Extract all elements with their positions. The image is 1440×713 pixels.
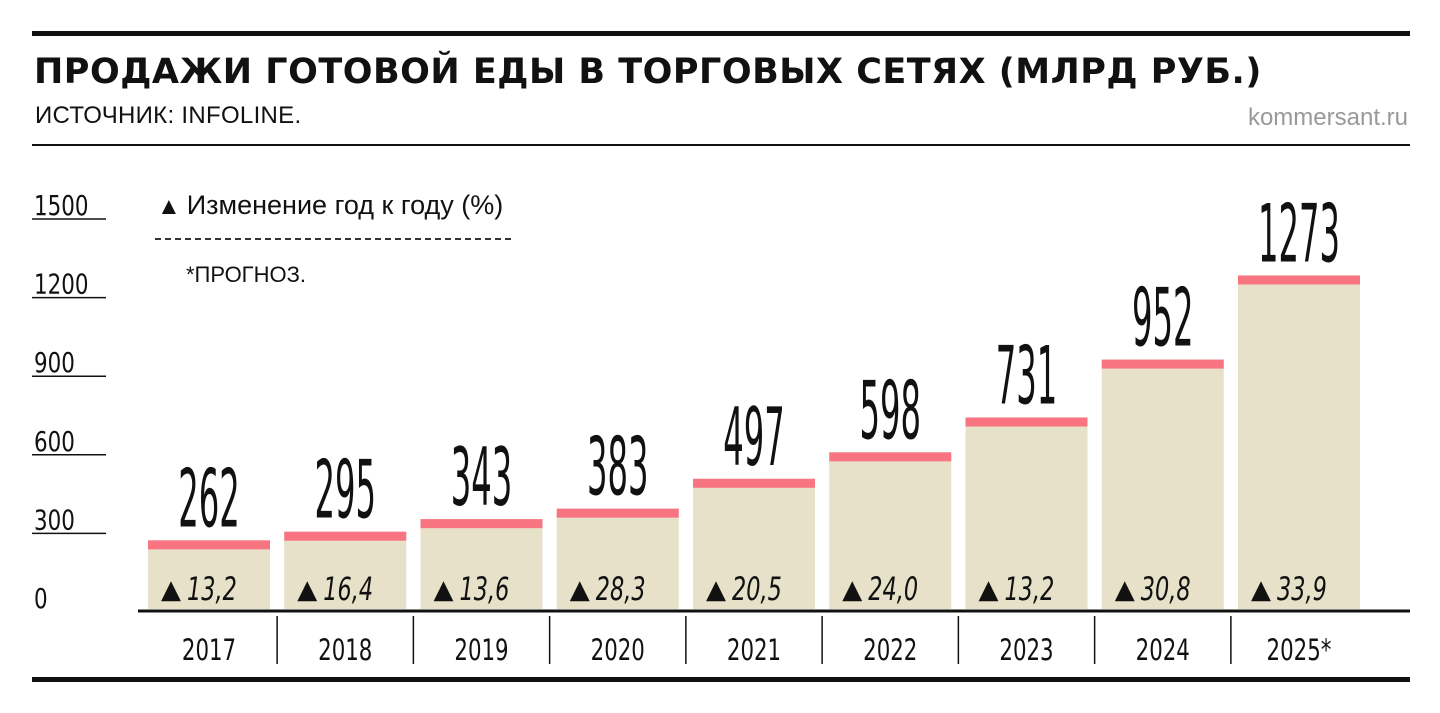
bar-value-label: 731 bbox=[996, 330, 1058, 423]
y-tick-label: 0 bbox=[34, 583, 48, 615]
bar-cap bbox=[965, 417, 1088, 427]
bottom-rule bbox=[32, 677, 1410, 682]
x-category-label: 2018 bbox=[318, 634, 372, 668]
y-tick-label: 900 bbox=[34, 347, 75, 379]
y-tick-label: 1200 bbox=[34, 269, 88, 301]
change-label: ▲ 24,0 bbox=[842, 570, 918, 608]
change-label: ▲ 28,3 bbox=[570, 570, 646, 608]
triangle-up-icon: ▲ bbox=[161, 575, 181, 605]
bar bbox=[556, 508, 679, 609]
x-category-label: 2017 bbox=[182, 634, 236, 668]
triangle-up-icon: ▲ bbox=[434, 575, 454, 605]
change-label: ▲ 13,2 bbox=[161, 570, 237, 608]
triangle-up-icon: ▲ bbox=[706, 575, 726, 605]
chart-title: ПРОДАЖИ ГОТОВОЙ ЕДЫ В ТОРГОВЫХ СЕТЯХ (МЛ… bbox=[34, 52, 1262, 92]
bar-value-label: 1273 bbox=[1258, 188, 1340, 281]
bar-cap bbox=[556, 508, 679, 518]
change-label: ▲ 13,2 bbox=[979, 570, 1055, 608]
change-value: 13,6 bbox=[460, 570, 510, 608]
change-value: 16,4 bbox=[323, 570, 373, 608]
x-category-label: 2025* bbox=[1267, 634, 1332, 668]
bar bbox=[693, 478, 815, 609]
change-label: ▲ 30,8 bbox=[1115, 570, 1191, 608]
bar bbox=[965, 417, 1088, 609]
y-tick-label: 1500 bbox=[34, 190, 88, 222]
bar-value-label: 383 bbox=[587, 421, 649, 514]
y-tick-label: 600 bbox=[34, 426, 75, 458]
change-value: 30,8 bbox=[1141, 570, 1191, 608]
triangle-up-icon: ▲ bbox=[1115, 575, 1135, 605]
change-value: 33,9 bbox=[1277, 570, 1327, 608]
bar bbox=[284, 531, 407, 609]
bar-cap bbox=[829, 452, 952, 462]
bar-value-label: 952 bbox=[1132, 272, 1194, 365]
triangle-up-icon: ▲ bbox=[570, 575, 590, 605]
bar-value-label: 497 bbox=[723, 391, 785, 484]
change-value: 13,2 bbox=[1005, 570, 1055, 608]
bar-cap bbox=[420, 519, 543, 529]
top-rule bbox=[32, 31, 1410, 36]
change-label: ▲ 33,9 bbox=[1251, 570, 1327, 608]
bar-value-label: 343 bbox=[451, 432, 513, 525]
legend: ▲ Изменение год к году (%) bbox=[157, 190, 503, 221]
change-value: 13,2 bbox=[187, 570, 237, 608]
triangle-up-icon: ▲ bbox=[1251, 575, 1271, 605]
change-value: 28,3 bbox=[596, 570, 646, 608]
x-category-label: 2024 bbox=[1136, 634, 1190, 668]
triangle-up-icon: ▲ bbox=[157, 193, 181, 220]
change-value: 24,0 bbox=[868, 570, 918, 608]
bar bbox=[148, 540, 270, 609]
forecast-note: *ПРОГНОЗ. bbox=[186, 262, 306, 287]
bar bbox=[1101, 359, 1224, 609]
change-value: 20,5 bbox=[732, 570, 782, 608]
x-category-label: 2021 bbox=[727, 634, 781, 668]
y-tick-label: 300 bbox=[34, 505, 75, 537]
bar-value-label: 598 bbox=[859, 365, 921, 458]
header-rule bbox=[32, 144, 1410, 146]
legend-divider bbox=[155, 238, 511, 240]
legend-label: Изменение год к году (%) bbox=[186, 190, 504, 220]
triangle-up-icon: ▲ bbox=[979, 575, 999, 605]
change-label: ▲ 13,6 bbox=[434, 570, 510, 608]
triangle-up-icon: ▲ bbox=[297, 575, 317, 605]
bar-value-label: 262 bbox=[178, 453, 240, 546]
x-category-label: 2022 bbox=[863, 634, 917, 668]
bar-cap bbox=[1238, 275, 1360, 285]
bar-value-label: 295 bbox=[314, 444, 376, 537]
x-category-label: 2019 bbox=[454, 634, 508, 668]
bar bbox=[420, 519, 543, 609]
x-category-label: 2020 bbox=[591, 634, 645, 668]
change-label: ▲ 16,4 bbox=[297, 570, 373, 608]
triangle-up-icon: ▲ bbox=[842, 575, 862, 605]
bar-cap bbox=[284, 531, 407, 541]
brand-label: kommersant.ru bbox=[1247, 104, 1408, 131]
bar-cap bbox=[148, 540, 270, 550]
bar bbox=[1238, 275, 1360, 609]
bar-cap bbox=[1101, 359, 1224, 369]
change-label: ▲ 20,5 bbox=[706, 570, 782, 608]
bar bbox=[829, 452, 952, 609]
bar-cap bbox=[693, 478, 815, 488]
x-category-label: 2023 bbox=[999, 634, 1053, 668]
source-label: ИСТОЧНИК: INFOLINE. bbox=[35, 102, 302, 129]
